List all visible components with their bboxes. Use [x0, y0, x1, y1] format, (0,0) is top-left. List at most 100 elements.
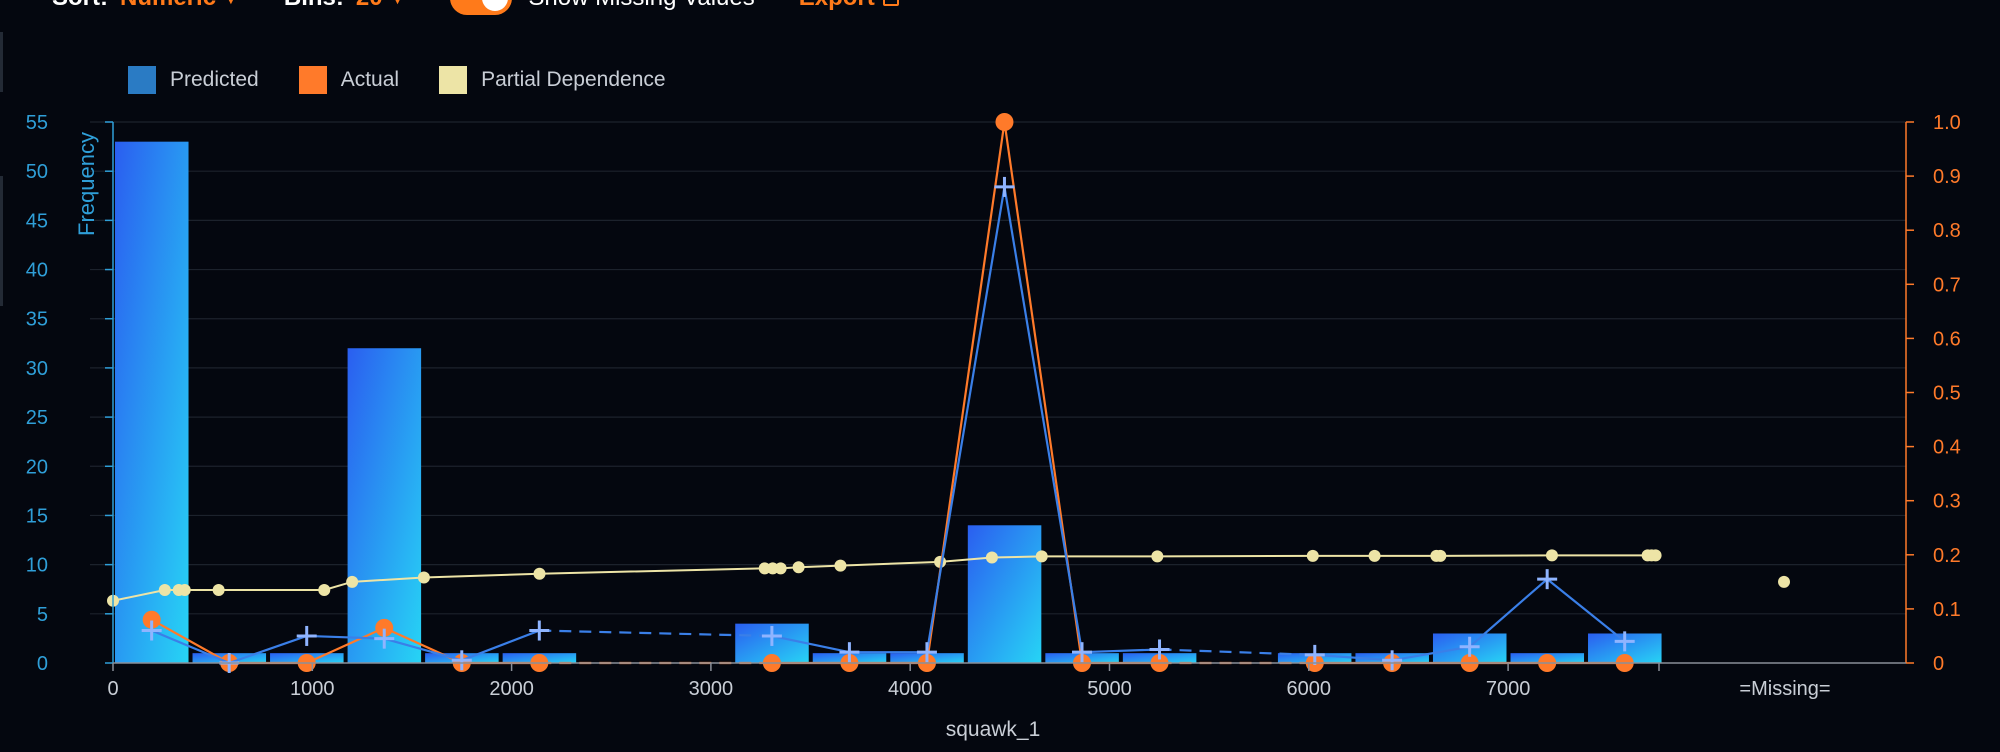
y-tick-label: 20 [26, 456, 48, 478]
x-tick-label: 0 [107, 678, 118, 700]
partial-dependence-point [985, 551, 998, 564]
predicted-point [916, 642, 937, 663]
partial-dependence-point [1151, 550, 1164, 563]
legend-swatch-partial-dependence [439, 66, 468, 94]
predicted-line-segment [1081, 648, 1160, 654]
y-tick-label: 50 [26, 161, 48, 183]
y2-tick-label: 0.9 [1933, 166, 1961, 188]
predicted-point [1614, 631, 1635, 652]
partial-dependence-point [178, 583, 191, 596]
partial-dependence-point [212, 583, 225, 596]
y2-tick-label: 0.1 [1933, 599, 1961, 621]
x-tick-label: 5000 [1087, 678, 1132, 700]
histogram-bar [967, 525, 1042, 663]
partial-dependence-point [158, 583, 171, 596]
actual-line-segment [151, 618, 230, 664]
partial-dependence-point [1434, 549, 1447, 562]
legend-swatch-actual [298, 66, 327, 94]
y-tick-label: 30 [26, 358, 48, 380]
line-series [107, 113, 1790, 673]
x-axis-label: squawk_1 [946, 718, 1041, 741]
y-tick-label: 25 [26, 407, 48, 429]
predicted-line-segment [925, 186, 1006, 653]
predicted-line-segment [771, 634, 850, 654]
y-tick-label: 15 [26, 505, 48, 527]
legend-label-partial-dependence: Partial Dependence [481, 68, 666, 91]
partial-dependence-point [1035, 550, 1048, 563]
legend-item-actual[interactable]: Actual [298, 66, 400, 94]
predicted-line-segment [383, 637, 463, 662]
predicted-line-segment [306, 634, 385, 640]
x-tick-label: 6000 [1287, 678, 1332, 700]
y-tick-label: 10 [26, 555, 48, 577]
chart-axes: 0 5 10 15 20 25 30 35 40 45 50 55 0 0.1 0.2 0.3 0.4 0.5 0.… [26, 112, 1961, 700]
y2-tick-label: 0.6 [1933, 328, 1961, 350]
missing-values-toggle[interactable] [450, 0, 513, 15]
chevron-down-icon[interactable]: ▼ [222, 0, 240, 9]
actual-point [375, 618, 394, 637]
y-axis-label: Frequency [74, 132, 99, 236]
bins-value[interactable]: 20 [356, 0, 383, 12]
export-label: Export [799, 0, 875, 12]
export-button[interactable]: Export [799, 0, 899, 12]
y-tick-label: 5 [37, 604, 48, 626]
chart-legend: Predicted Actual Partial Dependence [128, 66, 706, 94]
predicted-point [1304, 644, 1325, 665]
missing-values-label: Show Missing Values [528, 0, 754, 12]
predicted-point [839, 642, 860, 663]
legend-swatch-predicted [128, 66, 156, 94]
actual-line-segment [306, 626, 385, 665]
partial-dependence-point [774, 562, 787, 575]
sort-control[interactable]: Sort: Numeric ▼ [52, 0, 240, 12]
predicted-line-segment [1468, 578, 1548, 648]
chevron-down-icon[interactable]: ▼ [389, 0, 407, 9]
legend-item-partial-dependence[interactable]: Partial Dependence [439, 66, 666, 94]
actual-point [995, 113, 1014, 131]
predicted-point [374, 628, 395, 649]
x-tick-label: 7000 [1486, 678, 1531, 700]
legend-label-predicted: Predicted [170, 68, 259, 91]
y-tick-label: 0 [37, 653, 48, 675]
y2-tick-label: 0.2 [1933, 545, 1961, 567]
y-tick-label: 40 [26, 260, 48, 282]
partial-dependence-point [533, 567, 546, 580]
y2-tick-label: 0.3 [1933, 491, 1961, 513]
predicted-point [141, 620, 162, 641]
legend-item-predicted[interactable]: Predicted [128, 66, 259, 94]
chart-toolbar: Sort: Numeric ▼ Bins: 20 ▼ Show Missing … [0, 0, 2000, 18]
partial-dependence-point [1306, 549, 1319, 562]
y-tick-label: 55 [26, 112, 48, 134]
predicted-point [1071, 642, 1092, 663]
y-tick-label: 45 [26, 210, 48, 232]
x-tick-label: 2000 [489, 678, 534, 700]
predicted-line-segment [1314, 653, 1393, 662]
partial-dependence-missing-point [1778, 575, 1790, 588]
predicted-line-segment [1546, 578, 1626, 643]
predicted-point [451, 650, 472, 671]
bins-control[interactable]: Bins: 20 ▼ [284, 0, 407, 12]
partial-dependence-line [112, 554, 1656, 602]
sort-label: Sort: [52, 0, 108, 12]
sort-value[interactable]: Numeric [120, 0, 216, 12]
predicted-point [1459, 636, 1480, 657]
predicted-line-segment [151, 629, 230, 665]
x-tick-label-missing: =Missing= [1739, 678, 1830, 700]
y2-tick-label: 1.0 [1933, 112, 1961, 134]
partial-dependence-point [346, 575, 359, 588]
predicted-line-segment [461, 629, 540, 662]
panel-edge [0, 32, 3, 92]
legend-label-actual: Actual [340, 68, 400, 91]
y2-tick-label: 0.7 [1933, 274, 1961, 296]
histogram-bar [115, 141, 189, 663]
missing-values-control[interactable]: Show Missing Values [450, 0, 755, 15]
predicted-point [761, 625, 782, 646]
x-tick-label: 4000 [888, 678, 933, 700]
y2-tick-label: 0.5 [1933, 383, 1961, 405]
partial-dependence-point [417, 571, 430, 584]
predicted-point [296, 625, 317, 646]
partial-dependence-point [1368, 549, 1381, 562]
histogram-bar [347, 348, 422, 663]
partial-dependence-point [1545, 549, 1558, 562]
external-link-icon [882, 0, 899, 6]
